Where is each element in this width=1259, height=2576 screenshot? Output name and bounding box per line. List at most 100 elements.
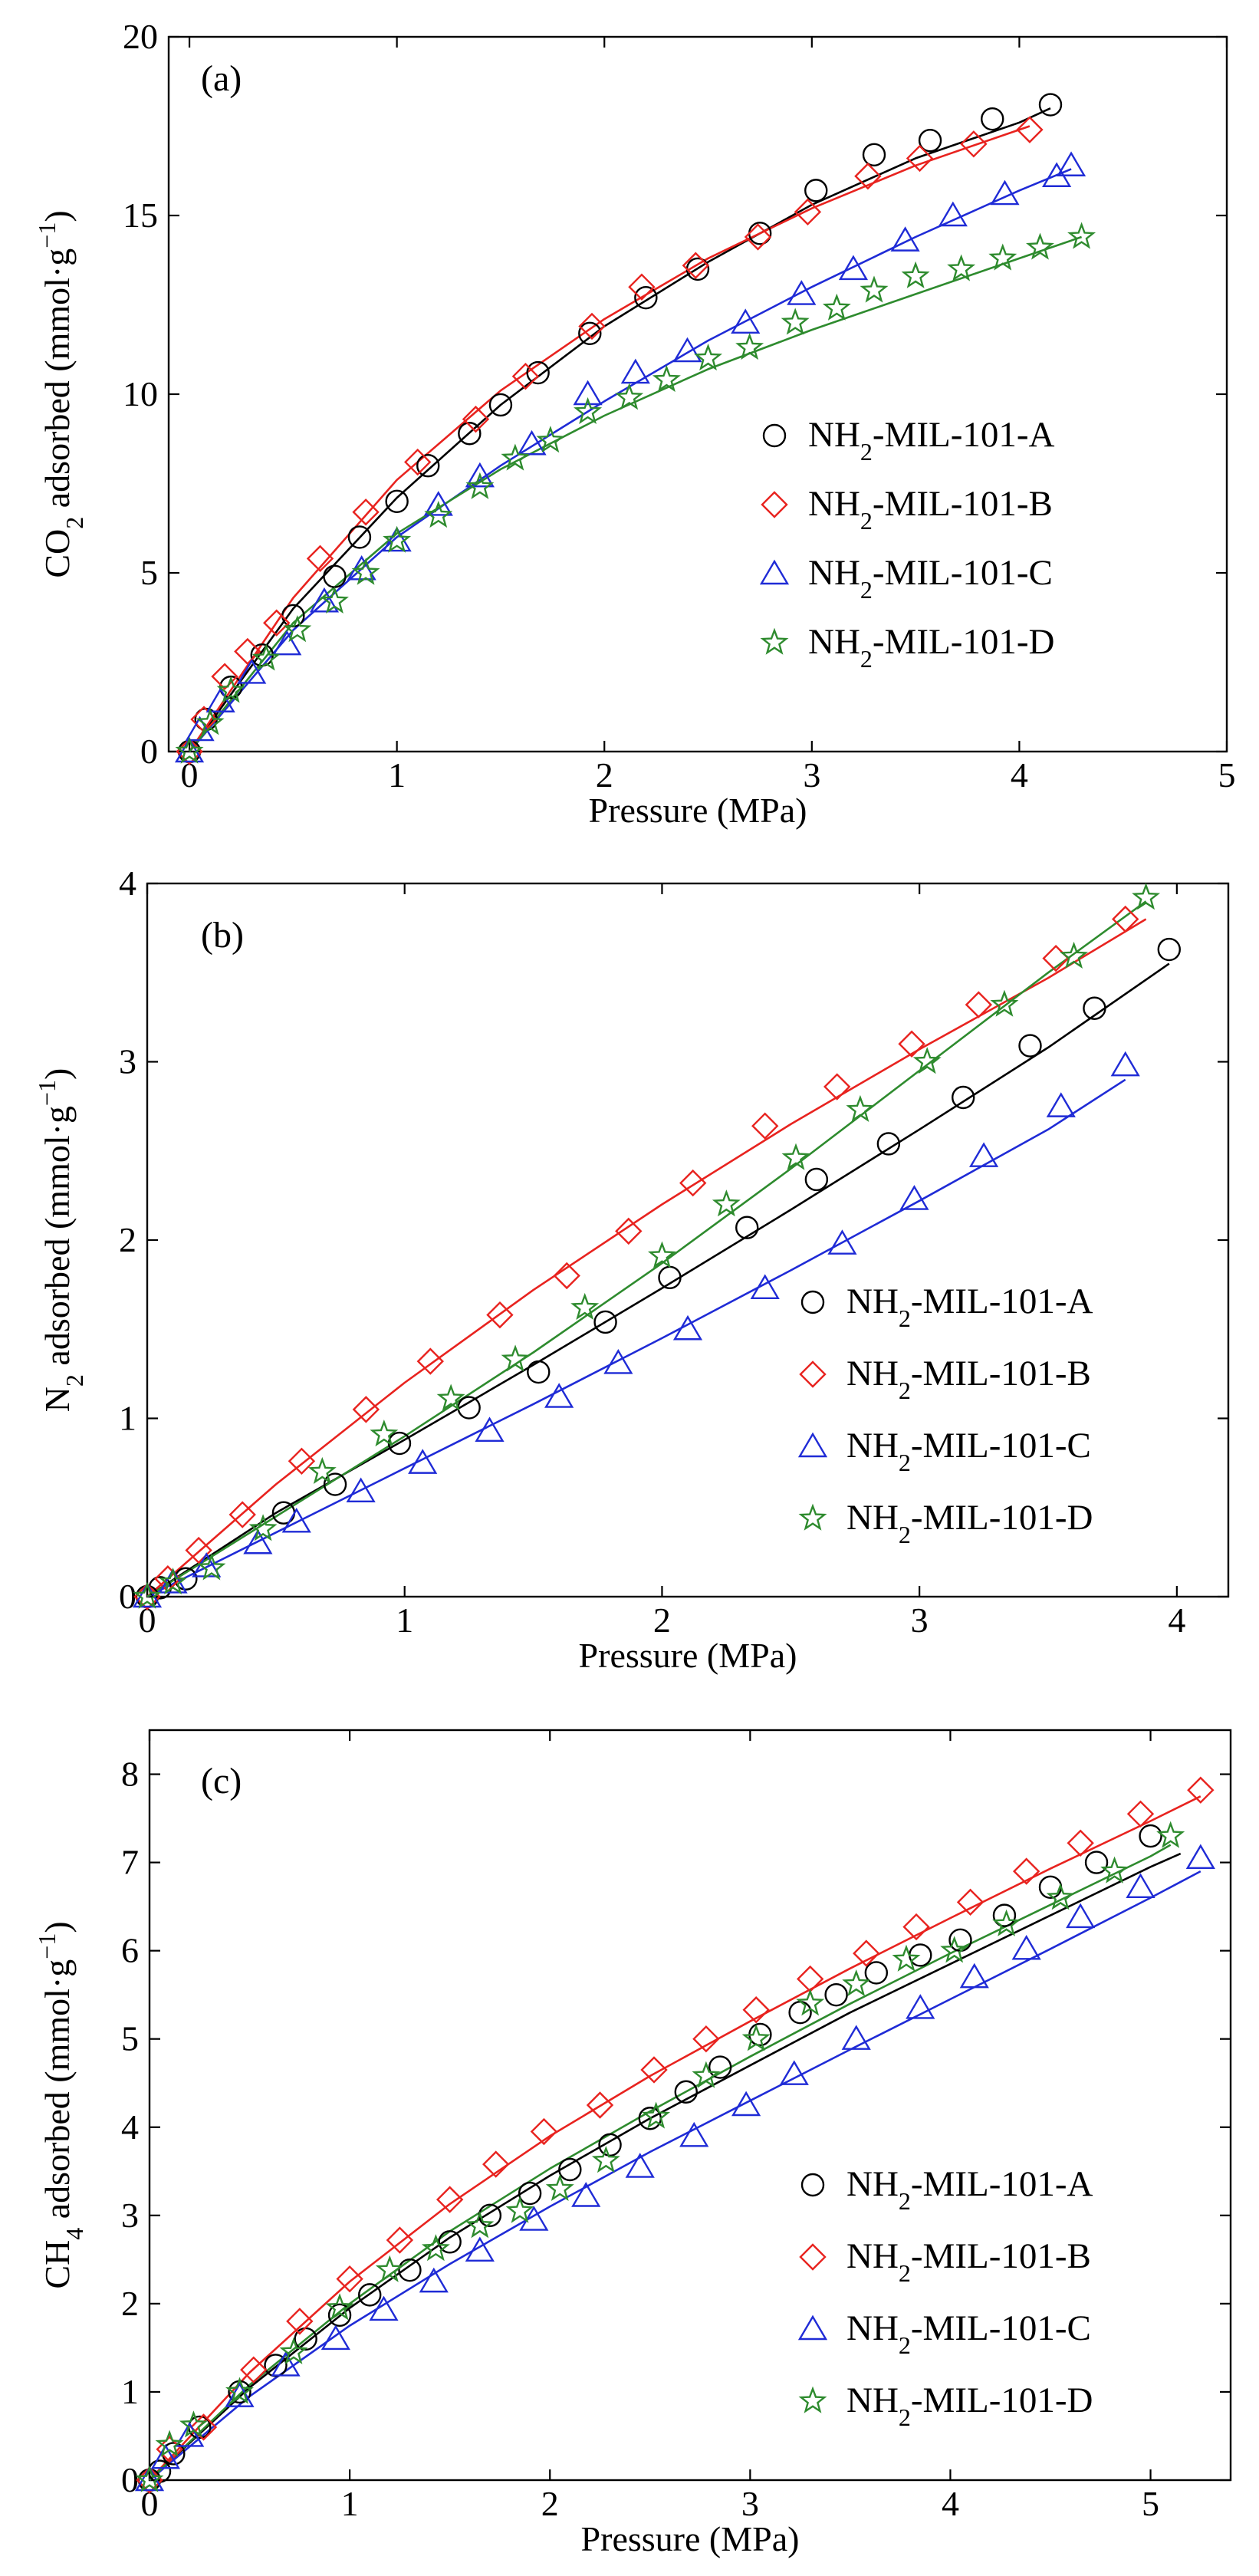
data-point	[593, 1310, 617, 1334]
chart-panel-b: 0 1 2 3 4 0 1 2 3 4 Pressure (MPa) N2 adsorbed (mmo…	[33, 864, 1230, 1675]
data-point	[679, 1169, 707, 1197]
data-point	[272, 630, 302, 656]
data-point	[652, 364, 681, 393]
y-tick-label: 15	[123, 196, 158, 235]
data-point	[158, 1568, 188, 1594]
data-point	[692, 2061, 721, 2088]
data-point	[968, 1142, 999, 1167]
data-point	[283, 615, 312, 643]
data-point	[369, 2295, 399, 2321]
data-point	[735, 1216, 759, 1239]
y-tick-label: 0	[121, 2460, 139, 2499]
data-point	[133, 1581, 162, 1609]
legend-label: NH2-MIL-101-C	[846, 2308, 1091, 2359]
data-point	[323, 564, 347, 588]
data-point	[992, 1903, 1017, 1927]
data-point	[591, 2146, 620, 2173]
data-point	[211, 663, 238, 690]
data-point	[159, 1567, 188, 1595]
data-point	[347, 525, 372, 549]
data-point	[1025, 232, 1054, 260]
chart-panel-a: 0 1 2 3 4 5 0 5 10 15 20 Pressure (MPa) CO2 adsorbed…	[33, 17, 1236, 830]
data-point	[517, 429, 547, 456]
series-triangle	[134, 1844, 1215, 2492]
data-point	[634, 285, 658, 310]
data-point	[901, 261, 930, 288]
data-point	[240, 2356, 268, 2384]
data-point	[189, 2413, 218, 2441]
x-axis-title: Pressure (MPa)	[589, 791, 807, 830]
x-tick-label: 0	[141, 2484, 159, 2523]
data-point	[1018, 1034, 1042, 1058]
data-point	[375, 2255, 404, 2282]
data-point	[1012, 1857, 1040, 1885]
data-point	[981, 107, 1004, 131]
panel-label: (b)	[201, 915, 244, 956]
panel-label: (a)	[201, 58, 242, 99]
chart-panel-c: 0 1 2 3 4 5 0 1 2 3 4 5 6 7 8 Pressure (MPa) CH4 adsorbe…	[33, 1729, 1232, 2558]
data-point	[1126, 1800, 1155, 1828]
data-point	[838, 255, 869, 281]
data-point	[620, 358, 650, 384]
series-star	[135, 1821, 1185, 2492]
legend-marker	[762, 423, 787, 448]
data-point	[1084, 1851, 1109, 1874]
y-tick-label: 4	[119, 864, 136, 903]
legend-label: NH2-MIL-101-A	[846, 2164, 1093, 2215]
fit-line-diamond	[189, 125, 1031, 752]
data-point	[731, 308, 761, 334]
data-point	[781, 308, 810, 335]
legend-marker	[799, 2243, 827, 2271]
data-point	[679, 2121, 709, 2147]
data-point	[237, 659, 267, 684]
legend-marker	[797, 1432, 828, 1458]
data-point	[465, 462, 495, 488]
legend-label: NH2-MIL-101-B	[846, 1354, 1091, 1404]
data-point	[527, 1360, 551, 1384]
series-diamond	[136, 1776, 1215, 2494]
legend-marker	[798, 1503, 827, 1531]
data-point	[398, 2258, 422, 2282]
data-point	[952, 1085, 975, 1110]
data-point	[804, 179, 828, 202]
data-point	[421, 2234, 450, 2262]
data-point	[404, 448, 432, 476]
data-point	[750, 1274, 780, 1299]
data-point	[185, 1536, 212, 1564]
y-tick-label: 10	[123, 374, 158, 413]
data-point	[779, 2060, 809, 2085]
data-point	[383, 525, 412, 553]
legend-label: NH2-MIL-101-D	[808, 622, 1054, 673]
data-point	[281, 1507, 311, 1533]
data-point	[419, 2267, 449, 2293]
y-tick-label: 0	[140, 732, 158, 771]
data-point	[1060, 941, 1089, 969]
data-point	[712, 1189, 741, 1217]
data-point	[876, 1132, 901, 1156]
data-point	[465, 2211, 495, 2239]
data-point	[912, 1047, 942, 1074]
data-point	[864, 1961, 889, 1985]
data-point	[899, 1185, 929, 1210]
y-axis-title: CO2 adsorbed (mmol·g−1)	[33, 210, 88, 577]
x-tick-label: 1	[388, 755, 406, 795]
data-point	[804, 1167, 829, 1192]
data-point	[309, 587, 340, 613]
data-point	[155, 2430, 184, 2457]
data-point	[352, 1396, 380, 1423]
data-point	[416, 1347, 444, 1375]
data-point	[386, 2226, 414, 2254]
data-point	[320, 586, 349, 614]
data-point	[1046, 1092, 1076, 1117]
data-point	[486, 1301, 514, 1329]
legend-marker	[760, 627, 789, 655]
data-point	[918, 128, 942, 153]
data-point	[174, 1567, 198, 1591]
data-point	[1110, 1051, 1140, 1077]
x-tick-label: 5	[1218, 755, 1236, 795]
panel-label: (c)	[201, 1761, 242, 1801]
y-axis-title: CH4 adsorbed (mmol·g−1)	[33, 1921, 88, 2288]
x-tick-label: 0	[139, 1601, 156, 1640]
data-point	[134, 2466, 165, 2492]
